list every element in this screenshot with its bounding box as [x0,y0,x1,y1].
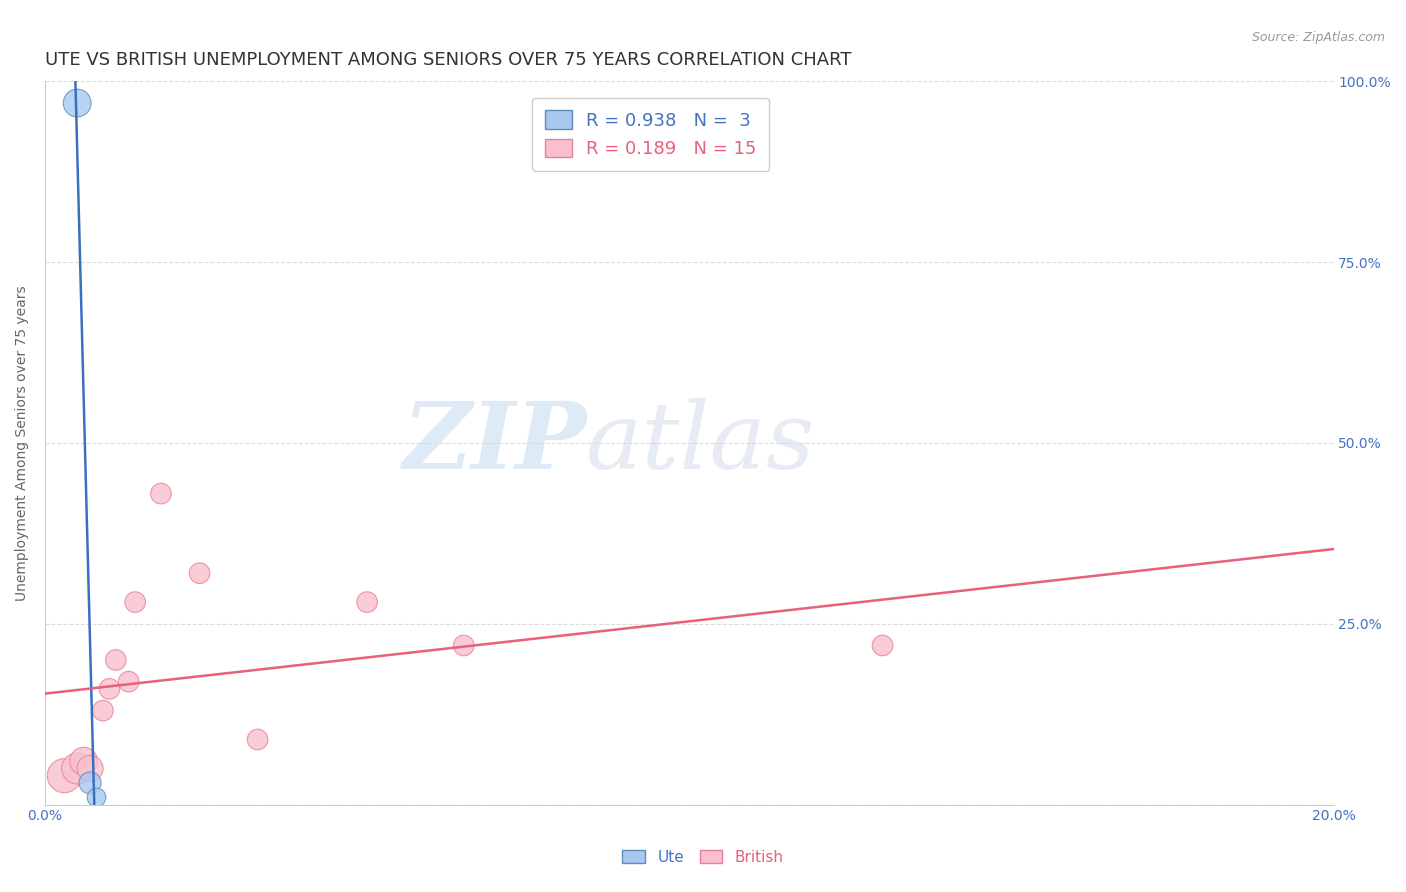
Text: Source: ZipAtlas.com: Source: ZipAtlas.com [1251,31,1385,45]
Point [79,761,101,775]
Point [356,595,378,609]
Point [86,790,108,805]
Point [118,674,141,689]
Y-axis label: Unemployment Among Seniors over 75 years: Unemployment Among Seniors over 75 years [15,285,30,601]
Point [149,486,172,500]
Text: UTE VS BRITISH UNEMPLOYMENT AMONG SENIORS OVER 75 YEARS CORRELATION CHART: UTE VS BRITISH UNEMPLOYMENT AMONG SENIOR… [45,51,852,69]
Point [124,595,146,609]
Text: atlas: atlas [586,398,815,488]
Point [98,681,121,696]
Point [453,639,475,653]
Point [91,704,114,718]
Point [104,653,127,667]
Point [72,754,94,768]
Point [53,769,76,783]
Legend: R = 0.938   N =  3, R = 0.189   N = 15: R = 0.938 N = 3, R = 0.189 N = 15 [531,97,769,170]
Point [188,566,211,581]
Point [79,776,101,790]
Text: ZIP: ZIP [402,398,586,488]
Point [66,761,89,775]
Legend: Ute, British: Ute, British [616,844,790,871]
Point [246,732,269,747]
Point [66,96,89,111]
Point [872,639,894,653]
